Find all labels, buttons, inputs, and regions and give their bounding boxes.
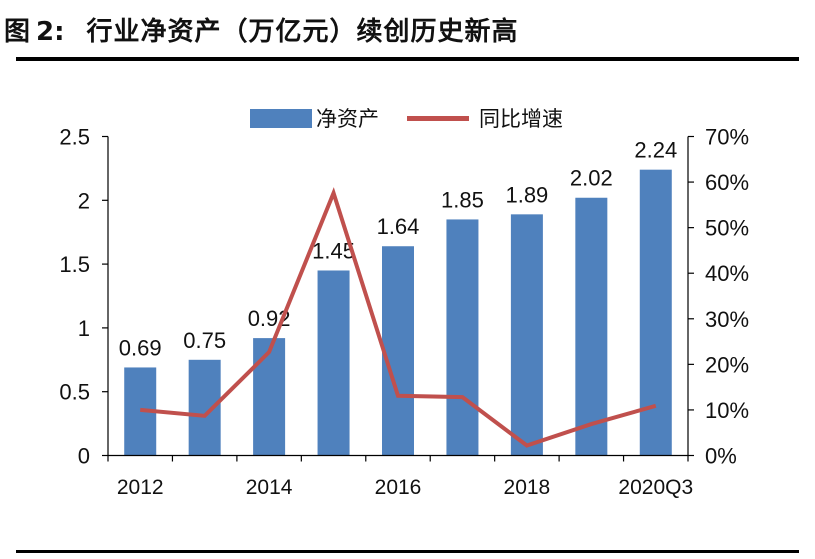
- figure-title-text: 行业净资产（万亿元）续创历史新高: [86, 17, 519, 47]
- bar-2013: [188, 359, 221, 456]
- legend-bar-swatch: [250, 109, 312, 128]
- bar-2017: [446, 219, 479, 456]
- x-tick-label-2014: 2014: [246, 476, 293, 499]
- axes: 0 0.5 1 1.5 2 2.5 0% 10% 20% 30% 40% 50% 60% 70% 2012 2…: [59, 125, 749, 500]
- right-tick-label: 0%: [705, 444, 737, 469]
- bar-label-2020Q3: 2.24: [634, 138, 677, 163]
- bar-2019: [575, 197, 608, 456]
- top-rule: [16, 57, 799, 61]
- right-tick-label: 20%: [705, 352, 749, 377]
- bar-label-2013: 0.75: [183, 328, 226, 353]
- left-tick-label: 0.5: [59, 380, 90, 405]
- bar-2020Q3: [639, 169, 672, 456]
- figure-title: 图 2: 行业净资产（万亿元）续创历史新高: [4, 14, 519, 50]
- right-tick-label: 50%: [705, 216, 749, 241]
- bottom-rule: [16, 550, 799, 553]
- bar-2018: [510, 214, 543, 456]
- left-tick-label: 0: [78, 444, 90, 469]
- line-series: [140, 187, 657, 448]
- x-tick-label-2016: 2016: [375, 476, 422, 499]
- legend: 净资产 同比增速: [250, 108, 563, 131]
- x-tick-label-2012: 2012: [117, 476, 164, 499]
- bar-label-2018: 1.89: [505, 182, 548, 207]
- right-tick-label: 10%: [705, 398, 749, 423]
- right-tick-label: 30%: [705, 307, 749, 332]
- left-tick-label: 2.5: [59, 125, 90, 150]
- right-tick-label: 60%: [705, 170, 749, 195]
- bar-label-2012: 0.69: [119, 335, 162, 360]
- legend-bar-label: 净资产: [316, 108, 379, 131]
- right-tick-label: 70%: [705, 125, 749, 150]
- bar-series: [124, 169, 672, 456]
- left-tick-label: 1: [78, 316, 90, 341]
- bar-2014: [253, 338, 286, 456]
- x-tick-label-2018: 2018: [504, 476, 551, 499]
- left-tick-label: 1.5: [59, 252, 90, 277]
- left-tick-label: 2: [78, 188, 90, 213]
- bar-label-2016: 1.64: [377, 214, 420, 239]
- x-tick-label-2020Q3: 2020Q3: [618, 476, 693, 499]
- figure-label: 图: [4, 17, 31, 47]
- legend-line-label: 同比增速: [479, 108, 563, 131]
- bar-label-2019: 2.02: [570, 166, 613, 191]
- figure-number: 2:: [36, 17, 65, 47]
- bar-2015: [317, 270, 350, 456]
- bar-2016: [382, 246, 414, 456]
- bar-label-2017: 1.85: [441, 187, 484, 212]
- right-tick-label: 40%: [705, 261, 749, 286]
